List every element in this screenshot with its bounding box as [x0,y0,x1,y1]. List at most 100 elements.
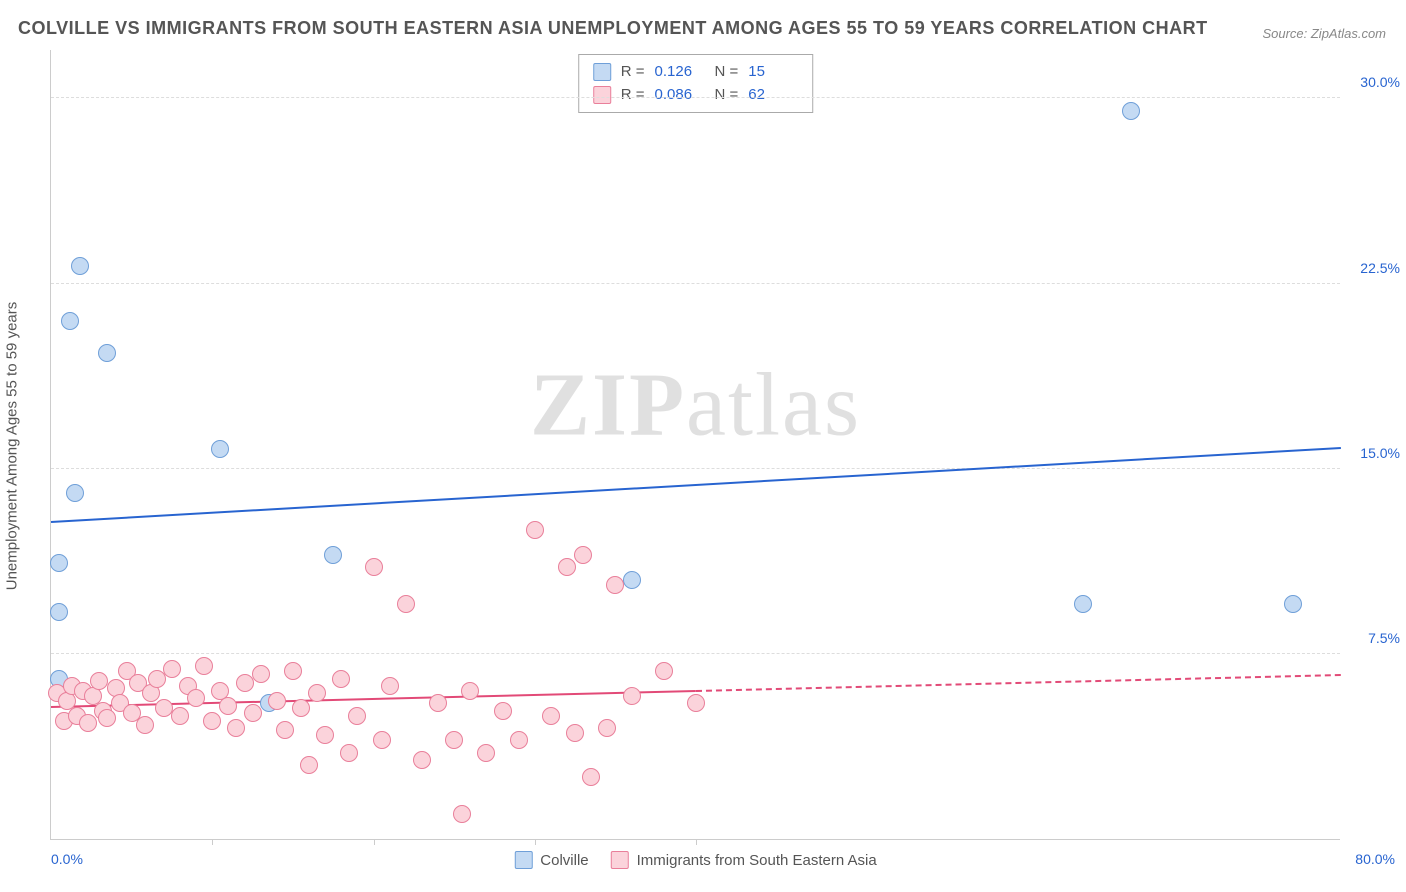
data-point-colville [1284,595,1302,613]
x-minor-tick [535,839,536,845]
data-point-immigrants [292,699,310,717]
data-point-immigrants [308,684,326,702]
data-point-immigrants [397,595,415,613]
y-axis-label: Unemployment Among Ages 55 to 59 years [4,302,21,591]
data-point-immigrants [510,731,528,749]
legend-swatch [593,86,611,104]
series-legend: Colville Immigrants from South Eastern As… [514,851,876,869]
data-point-immigrants [445,731,463,749]
data-point-immigrants [365,558,383,576]
data-point-immigrants [187,689,205,707]
data-point-colville [50,554,68,572]
data-point-immigrants [219,697,237,715]
correlation-legend: R = 0.126 N = 15 R = 0.086 N = 62 [578,54,814,113]
plot-area: ZIPatlas R =0.126N =15R =0.086N =62 Colv… [50,50,1340,840]
legend-row-colville: R = 0.126 N = 15 [593,61,799,84]
legend-item-colville: Colville [514,851,588,869]
y-tick-label: 22.5% [1360,260,1400,276]
data-point-immigrants [655,662,673,680]
data-point-immigrants [494,702,512,720]
watermark: ZIPatlas [530,354,861,457]
data-point-immigrants [340,744,358,762]
data-point-immigrants [558,558,576,576]
data-point-immigrants [252,665,270,683]
data-point-immigrants [316,726,334,744]
x-minor-tick [696,839,697,845]
data-point-immigrants [477,744,495,762]
data-point-immigrants [332,670,350,688]
y-tick-label: 15.0% [1360,445,1400,461]
watermark-light: atlas [686,356,861,455]
data-point-colville [71,257,89,275]
legend-r-value: 0.086 [655,84,705,107]
data-point-colville [1122,102,1140,120]
gridline [51,468,1340,469]
trend-line [696,674,1341,692]
chart-title: COLVILLE VS IMMIGRANTS FROM SOUTH EASTER… [18,18,1208,39]
data-point-immigrants [598,719,616,737]
data-point-immigrants [566,724,584,742]
data-point-immigrants [381,677,399,695]
data-point-immigrants [203,712,221,730]
data-point-immigrants [195,657,213,675]
data-point-colville [98,344,116,362]
data-point-immigrants [623,687,641,705]
data-point-immigrants [526,521,544,539]
data-point-immigrants [453,805,471,823]
x-tick-label: 80.0% [1355,851,1395,867]
legend-n-value: 15 [748,61,798,84]
y-tick-label: 7.5% [1368,630,1400,646]
legend-swatch [514,851,532,869]
x-minor-tick [212,839,213,845]
data-point-immigrants [163,660,181,678]
legend-r-value: 0.126 [655,61,705,84]
data-point-immigrants [582,768,600,786]
legend-n-label: N = [715,84,739,107]
legend-n-value: 62 [748,84,798,107]
legend-row-immigrants: R = 0.086 N = 62 [593,84,799,107]
data-point-immigrants [244,704,262,722]
data-point-immigrants [79,714,97,732]
data-point-immigrants [429,694,447,712]
data-point-colville [623,571,641,589]
data-point-immigrants [542,707,560,725]
data-point-immigrants [171,707,189,725]
data-point-immigrants [373,731,391,749]
data-point-immigrants [413,751,431,769]
gridline [51,283,1340,284]
data-point-immigrants [348,707,366,725]
data-point-immigrants [136,716,154,734]
data-point-colville [61,312,79,330]
x-tick-label: 0.0% [51,851,83,867]
data-point-immigrants [98,709,116,727]
source-attribution: Source: ZipAtlas.com [1262,26,1386,41]
legend-r-label: R = [621,61,645,84]
legend-label: Colville [540,852,588,869]
data-point-immigrants [276,721,294,739]
data-point-colville [50,603,68,621]
legend-r-label: R = [621,84,645,107]
y-tick-label: 30.0% [1360,74,1400,90]
trend-line [51,447,1341,523]
data-point-colville [211,440,229,458]
data-point-immigrants [227,719,245,737]
data-point-immigrants [461,682,479,700]
data-point-immigrants [687,694,705,712]
x-minor-tick [374,839,375,845]
legend-n-label: N = [715,61,739,84]
data-point-immigrants [268,692,286,710]
data-point-immigrants [300,756,318,774]
data-point-immigrants [606,576,624,594]
legend-item-immigrants: Immigrants from South Eastern Asia [611,851,877,869]
gridline [51,653,1340,654]
legend-label: Immigrants from South Eastern Asia [637,852,877,869]
data-point-immigrants [284,662,302,680]
legend-swatch [593,63,611,81]
data-point-immigrants [236,674,254,692]
data-point-colville [324,546,342,564]
data-point-immigrants [574,546,592,564]
watermark-bold: ZIP [530,356,686,455]
gridline [51,97,1340,98]
data-point-colville [66,484,84,502]
data-point-colville [1074,595,1092,613]
